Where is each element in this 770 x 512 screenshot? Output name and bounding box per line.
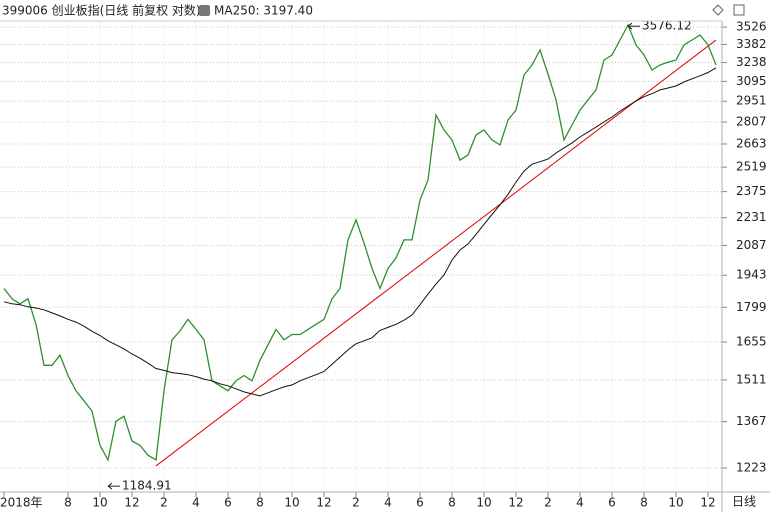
y-tick-label: 1511 (736, 372, 767, 386)
period-label[interactable]: 日线 (732, 495, 756, 509)
x-tick-label: 6 (416, 496, 424, 510)
x-tick-label: 6 (224, 496, 232, 510)
x-tick-label: 2 (544, 496, 552, 510)
y-tick-label: 3095 (736, 74, 767, 88)
y-tick-label: 2519 (736, 160, 767, 174)
window-icon[interactable] (733, 4, 745, 16)
x-tick-label: 10 (668, 496, 683, 510)
x-tick-label: 2018年 (0, 496, 43, 510)
x-tick-label: 8 (64, 496, 72, 510)
x-tick-label: 12 (508, 496, 523, 510)
y-tick-label: 2951 (736, 94, 767, 108)
settings-icon[interactable] (712, 4, 724, 16)
x-tick-label: 4 (192, 496, 200, 510)
x-tick-label: 8 (256, 496, 264, 510)
header-band (0, 0, 770, 21)
y-tick-label: 1943 (736, 268, 767, 282)
legend-entry: MA250: 3197.40 (214, 4, 313, 18)
x-tick-label: 10 (476, 496, 491, 510)
y-tick-label: 2375 (736, 184, 767, 198)
x-tick-label: 6 (608, 496, 616, 510)
trend-line (155, 39, 717, 467)
y-tick-label: 1223 (736, 460, 767, 474)
legend-icon[interactable] (199, 5, 210, 16)
x-tick-label: 12 (700, 496, 715, 510)
y-tick-label: 3238 (736, 55, 767, 69)
annotation-label: 1184.91 (122, 479, 172, 493)
x-tick-label: 12 (124, 496, 139, 510)
y-tick-label: 1655 (736, 335, 767, 349)
y-tick-label: 3526 (736, 20, 767, 34)
annotation-label: 3576.12 (642, 19, 692, 33)
x-tick-label: 4 (384, 496, 392, 510)
annotation-arrowhead (107, 482, 113, 490)
y-tick-label: 2231 (736, 210, 767, 224)
x-tick-label: 4 (576, 496, 584, 510)
x-tick-label: 8 (640, 496, 648, 510)
x-tick-label: 2 (160, 496, 168, 510)
plot-area: 1184.91 3576.12 (0, 19, 722, 493)
x-tick-label: 2 (352, 496, 360, 510)
annotation-arrowhead (627, 22, 633, 30)
x-tick-label: 10 (92, 496, 107, 510)
y-tick-label: 2087 (736, 238, 767, 252)
x-tick-label: 12 (316, 496, 331, 510)
ma-line (3, 67, 717, 397)
y-tick-label: 2807 (736, 115, 767, 129)
y-tick-label: 3382 (736, 37, 767, 51)
y-tick-label: 1367 (736, 414, 767, 428)
x-tick-label: 8 (448, 496, 456, 510)
chart-title: 399006 创业板指(日线 前复权 对数) (2, 3, 201, 18)
y-tick-label: 2663 (736, 136, 767, 150)
price-line (3, 23, 717, 462)
x-tick-label: 10 (284, 496, 299, 510)
y-tick-label: 1799 (736, 300, 767, 314)
